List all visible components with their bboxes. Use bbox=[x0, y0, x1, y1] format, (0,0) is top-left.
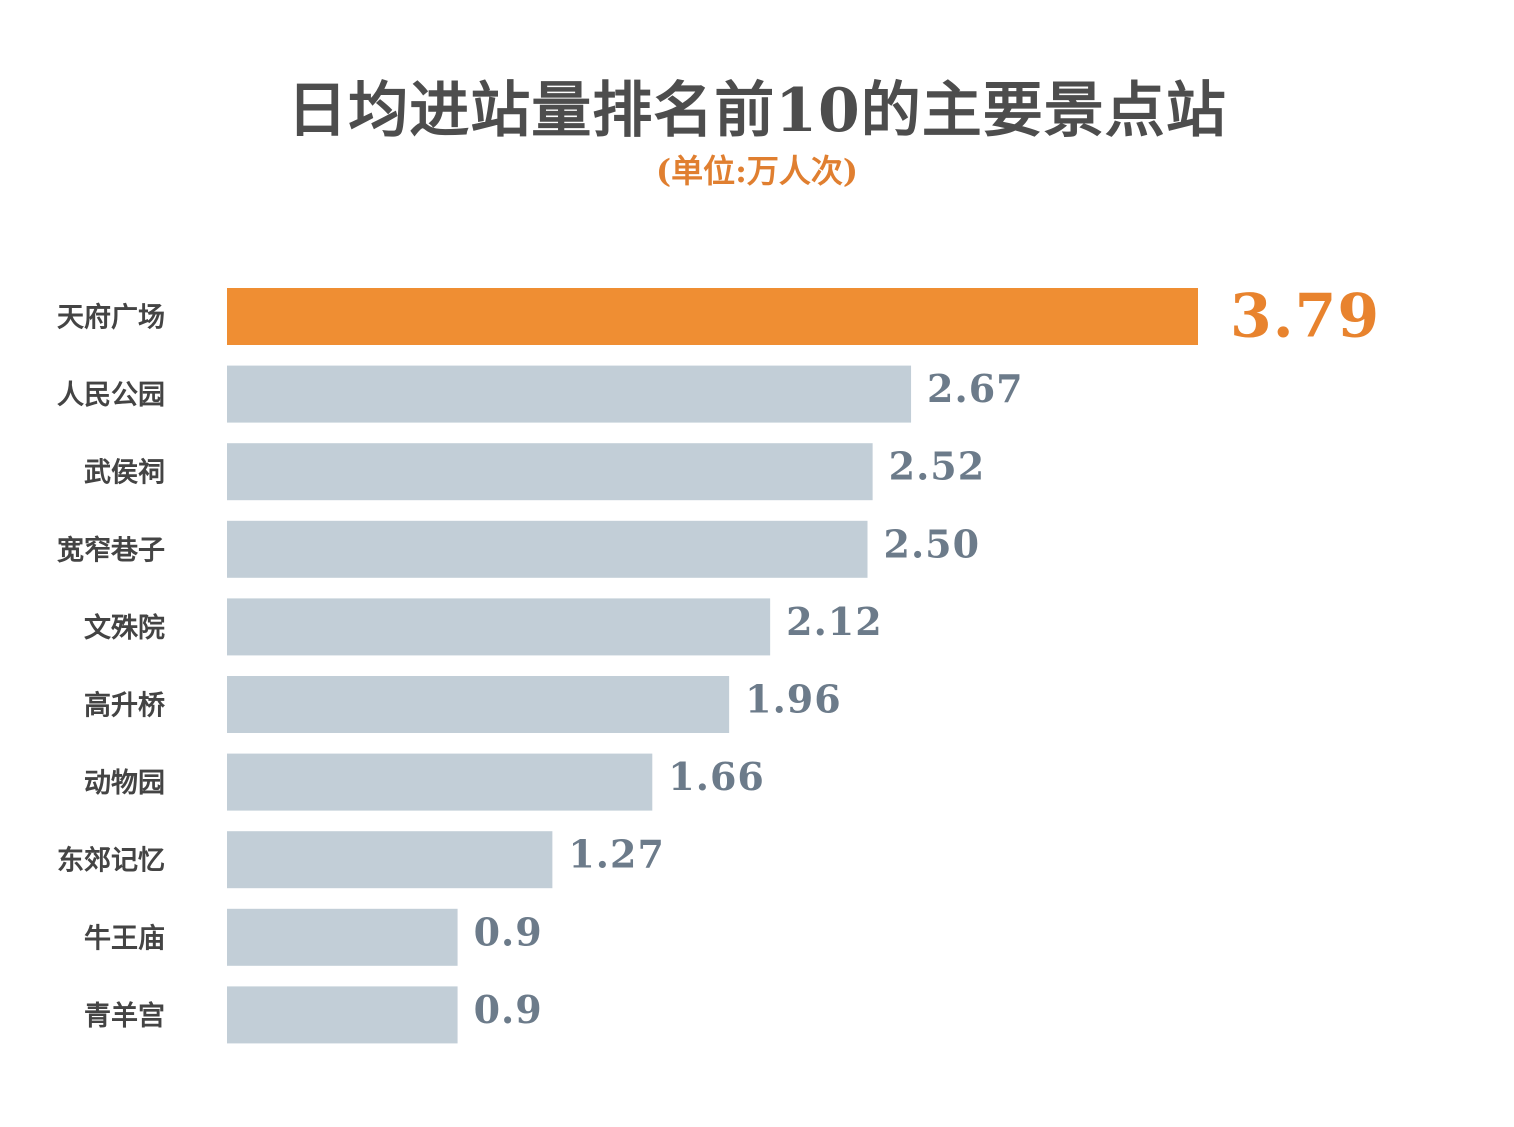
category-label: 人民公园 bbox=[57, 380, 165, 411]
value-label: 2.12 bbox=[786, 599, 883, 644]
value-label: 1.96 bbox=[745, 677, 842, 722]
category-label: 青羊宫 bbox=[84, 1000, 165, 1032]
value-label: 2.67 bbox=[927, 366, 1024, 411]
category-label: 高升桥 bbox=[84, 690, 165, 722]
bar-4 bbox=[227, 520, 868, 578]
category-label: 武侯祠 bbox=[84, 458, 165, 489]
category-label: 文殊院 bbox=[84, 612, 165, 644]
category-label: 动物园 bbox=[84, 768, 165, 799]
category-label: 东郊记忆 bbox=[57, 845, 165, 877]
bar-1 bbox=[227, 288, 1198, 345]
chart-title: 日均进站量排名前10的主要景点站 bbox=[287, 76, 1227, 146]
category-label: 天府广场 bbox=[57, 302, 165, 334]
bar-10 bbox=[227, 986, 458, 1044]
value-label: 3.79 bbox=[1230, 282, 1380, 352]
value-label: 2.50 bbox=[884, 521, 981, 566]
bar-5 bbox=[227, 598, 771, 656]
bar-6 bbox=[227, 676, 730, 733]
value-label: 2.52 bbox=[889, 444, 986, 489]
chart-subtitle: (单位:万人次) bbox=[655, 152, 859, 190]
bar-2 bbox=[227, 365, 912, 423]
bar-3 bbox=[227, 443, 873, 501]
value-label: 0.9 bbox=[474, 987, 543, 1032]
bar-8 bbox=[227, 831, 553, 889]
category-label: 宽窄巷子 bbox=[57, 534, 165, 566]
bar-7 bbox=[227, 753, 653, 811]
value-label: 1.66 bbox=[668, 754, 765, 799]
bar-9 bbox=[227, 908, 458, 966]
value-label: 0.9 bbox=[474, 909, 543, 954]
category-label: 牛王庙 bbox=[84, 922, 165, 954]
value-label: 1.27 bbox=[568, 832, 665, 877]
